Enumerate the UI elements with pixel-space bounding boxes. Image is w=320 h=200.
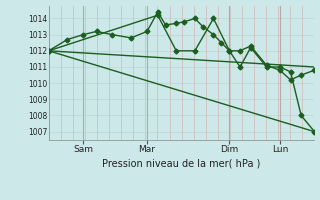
X-axis label: Pression niveau de la mer( hPa ): Pression niveau de la mer( hPa )	[102, 158, 261, 168]
